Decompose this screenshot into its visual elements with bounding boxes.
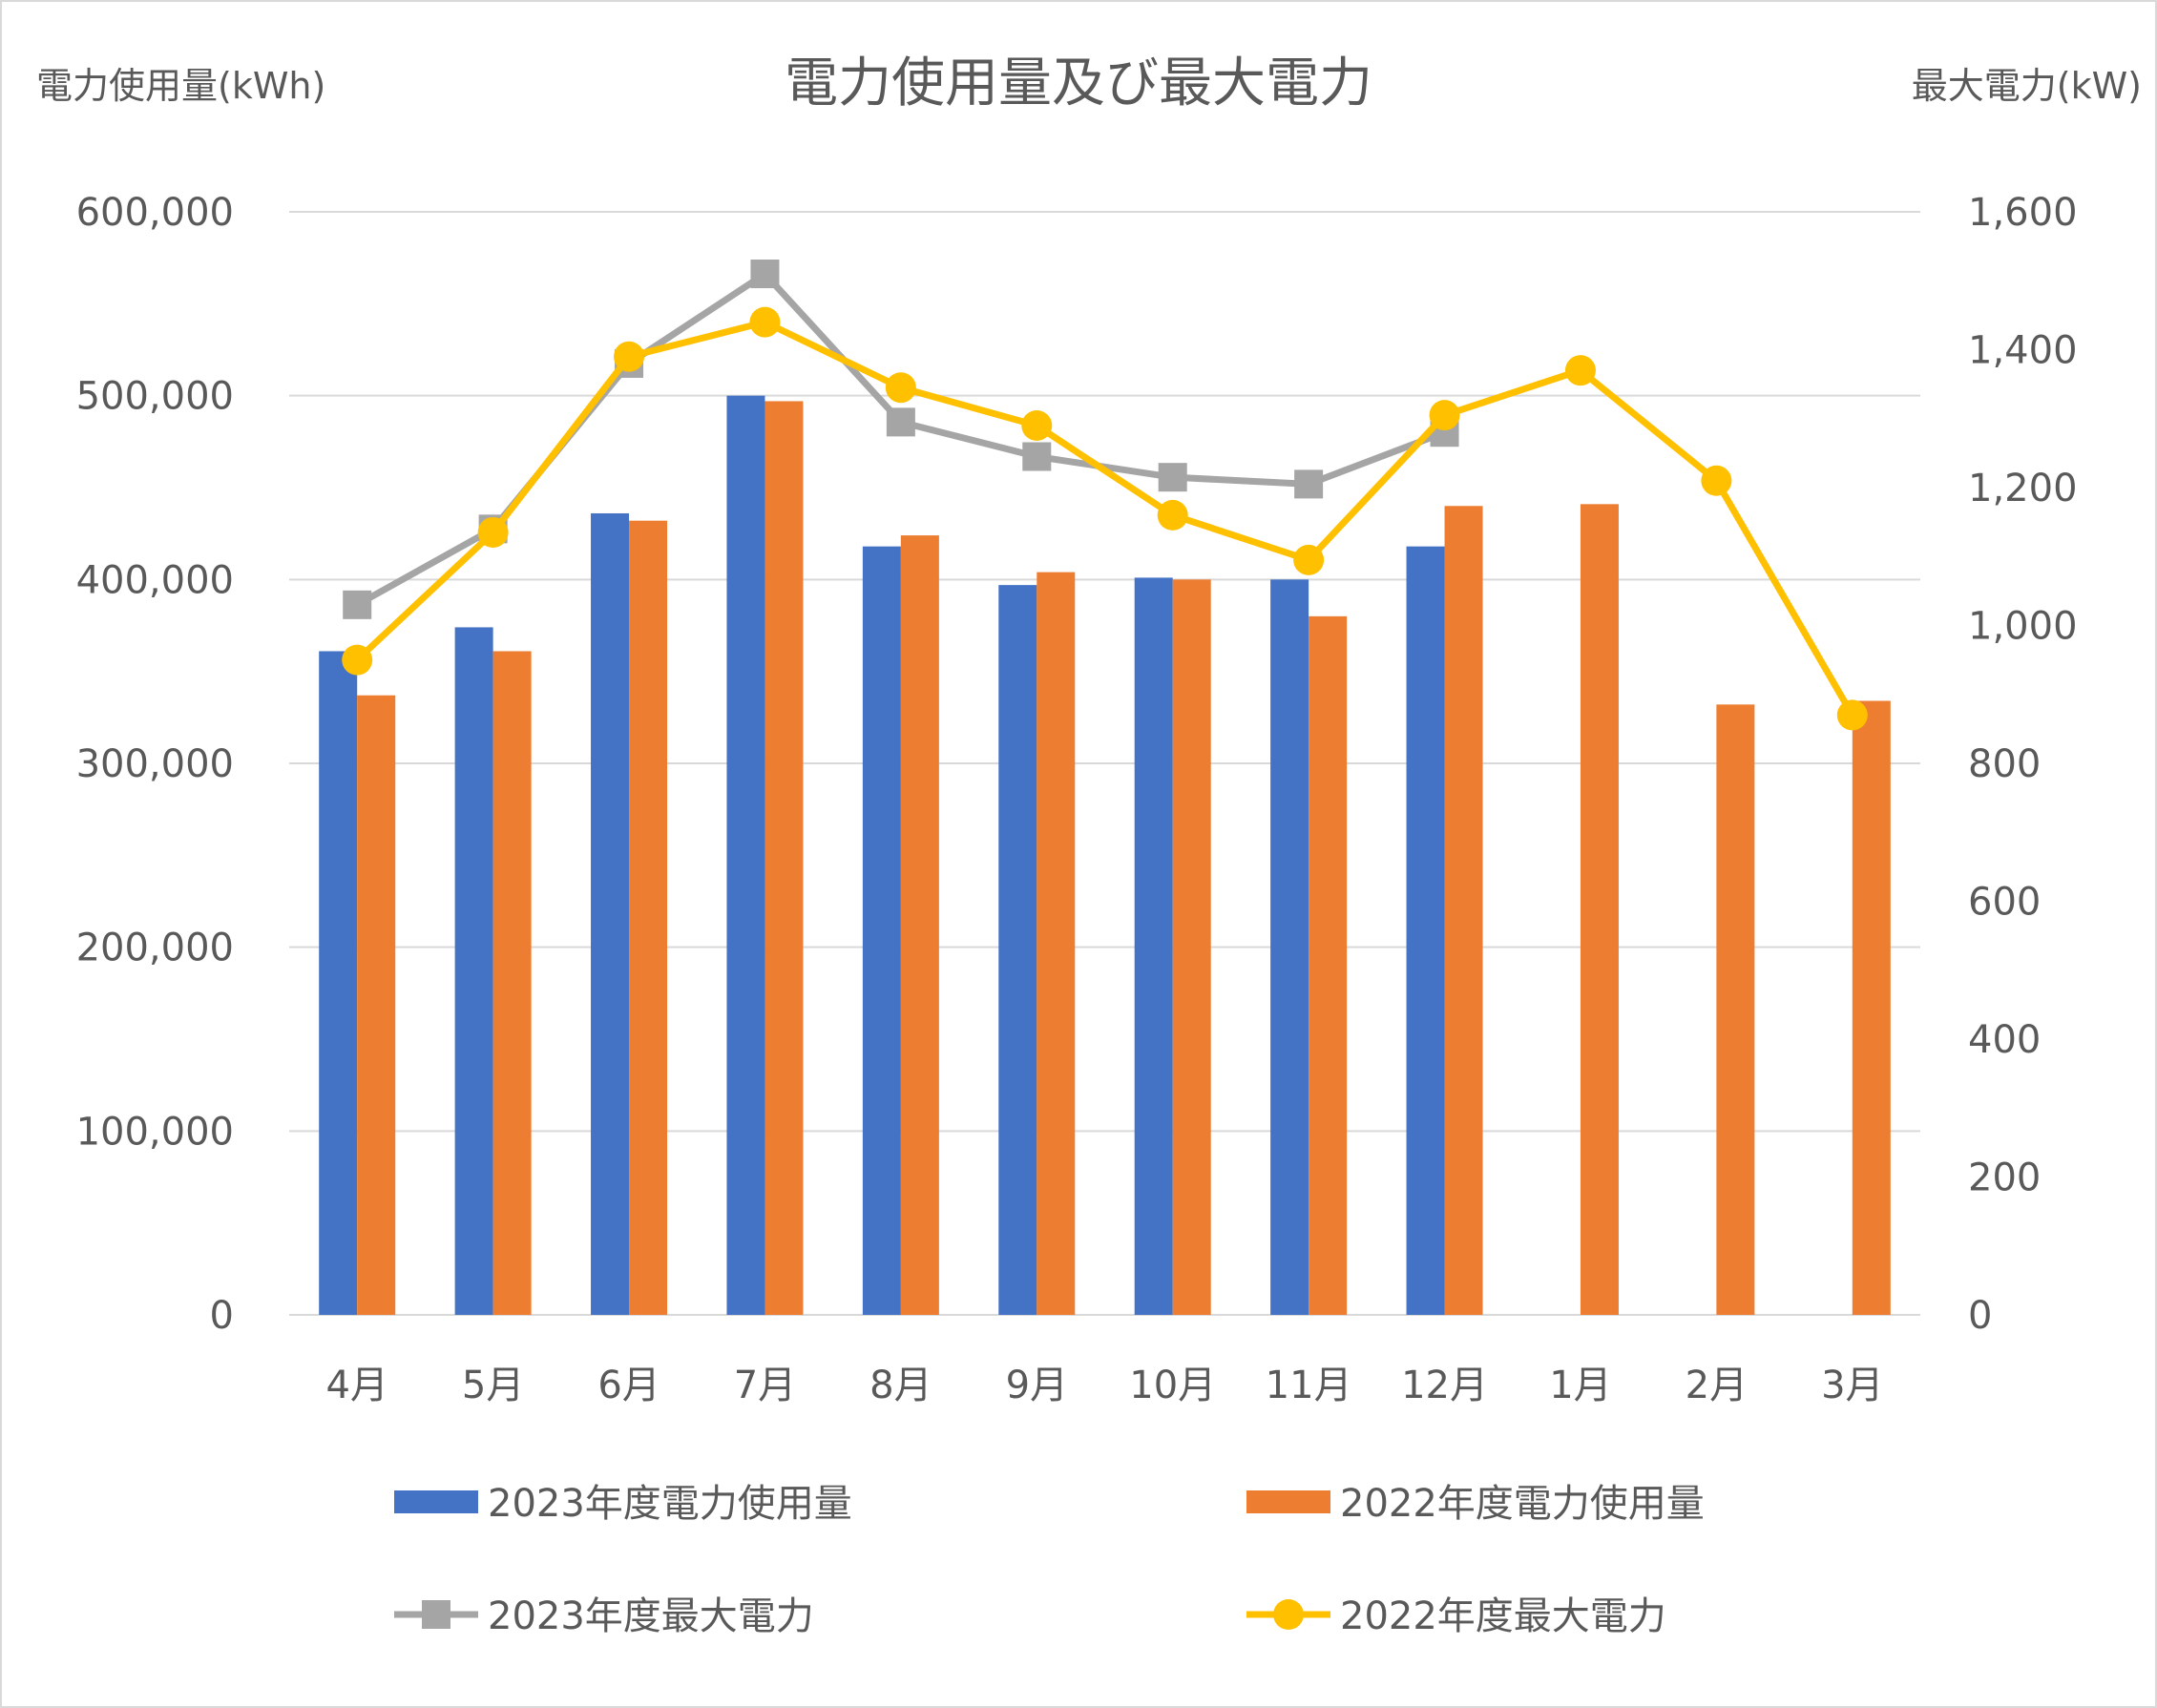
right-tick-label: 1,400 (1968, 329, 2078, 373)
x-tick-label: 8月 (869, 1364, 932, 1407)
legend-label: 2022年度最大電力 (1340, 1594, 1666, 1638)
right-tick-label: 1,200 (1968, 467, 2078, 510)
x-tick-label: 2月 (1686, 1364, 1748, 1407)
legend-label: 2023年度最大電力 (488, 1594, 814, 1638)
bar (764, 401, 804, 1315)
left-tick-label: 300,000 (76, 742, 234, 786)
chart-title: 電力使用量及び最大電力 (785, 52, 1372, 115)
x-tick-label: 10月 (1129, 1364, 1216, 1407)
bar (1037, 572, 1076, 1315)
bar (1309, 615, 1348, 1315)
legend: 2023年度電力使用量 2022年度電力使用量 2023年度最大電力 2022年度最大… (394, 1482, 1705, 1638)
data-point-circle (1564, 355, 1596, 386)
data-point-circle (342, 644, 373, 676)
data-point-square (1158, 463, 1187, 492)
right-tick-label: 1,600 (1968, 191, 2078, 235)
data-point-square (1022, 442, 1052, 471)
x-tick-label: 1月 (1549, 1364, 1611, 1407)
bar (1172, 579, 1211, 1315)
data-point-circle (477, 516, 509, 548)
legend-swatch (394, 1490, 478, 1513)
data-point-circle (1429, 400, 1460, 431)
bar (1852, 700, 1891, 1315)
legend-marker (1273, 1599, 1304, 1630)
right-axis-label: 最大電力(kW) (1912, 65, 2142, 107)
legend-label: 2023年度電力使用量 (488, 1482, 852, 1526)
left-axis-ticks: 0 100,000 200,000 300,000 400,000 500,000 600,… (76, 191, 234, 1338)
right-tick-label: 0 (1968, 1294, 1992, 1338)
series-line (354, 319, 1855, 718)
data-point-circle (1836, 699, 1868, 731)
data-point-circle (1293, 544, 1325, 575)
data-point-circle (1701, 465, 1732, 496)
bar (862, 546, 901, 1315)
right-tick-label: 200 (1968, 1156, 2041, 1200)
left-tick-label: 200,000 (76, 927, 234, 970)
legend-marker (422, 1600, 450, 1629)
bar (1134, 577, 1173, 1315)
gridlines (289, 211, 1920, 1316)
x-tick-label: 4月 (325, 1364, 387, 1407)
x-tick-label: 9月 (1006, 1364, 1068, 1407)
bar-series (319, 395, 1891, 1316)
data-point-square (886, 407, 915, 437)
left-axis-label: 電力使用量(kWh) (36, 65, 325, 107)
x-tick-label: 12月 (1401, 1364, 1488, 1407)
bar (900, 535, 939, 1315)
data-point-circle (749, 306, 781, 338)
bar (1444, 506, 1483, 1315)
right-tick-label: 800 (1968, 742, 2041, 786)
left-tick-label: 600,000 (76, 191, 234, 235)
x-tick-label: 7月 (734, 1364, 796, 1407)
bar (1716, 704, 1755, 1315)
bar (319, 651, 358, 1315)
bar (998, 585, 1037, 1315)
data-point-circle (885, 372, 916, 404)
legend-label: 2022年度電力使用量 (1340, 1482, 1705, 1526)
left-tick-label: 100,000 (76, 1110, 234, 1154)
bar (726, 395, 765, 1316)
right-tick-label: 1,000 (1968, 605, 2078, 649)
left-tick-label: 500,000 (76, 375, 234, 419)
bar (591, 512, 630, 1315)
bar (492, 651, 532, 1315)
right-tick-label: 600 (1968, 881, 2041, 925)
bar (1580, 504, 1619, 1315)
x-tick-label: 6月 (597, 1364, 660, 1407)
left-tick-label: 400,000 (76, 558, 234, 602)
right-axis-ticks: 0 200 400 600 800 1,000 1,200 1,400 1,600 (1968, 191, 2078, 1338)
data-point-square (1294, 469, 1324, 499)
line-series (342, 260, 1868, 731)
left-tick-label: 0 (210, 1294, 234, 1338)
bar (629, 520, 668, 1315)
bar (454, 627, 493, 1315)
data-point-circle (614, 341, 645, 372)
data-point-circle (1157, 499, 1188, 531)
bar (1406, 546, 1445, 1315)
x-tick-label: 5月 (462, 1364, 524, 1407)
bar (1270, 579, 1309, 1315)
x-tick-label: 3月 (1821, 1364, 1883, 1407)
x-tick-label: 11月 (1266, 1364, 1352, 1407)
bar (357, 695, 396, 1315)
data-point-square (343, 590, 372, 619)
data-point-square (750, 260, 780, 289)
legend-swatch (1246, 1490, 1330, 1513)
right-tick-label: 400 (1968, 1018, 2041, 1062)
data-point-circle (1021, 409, 1053, 441)
x-axis-categories: 4月 5月 6月 7月 8月 9月 10月 11月 12月 1月 2月 3月 (325, 1364, 1883, 1407)
